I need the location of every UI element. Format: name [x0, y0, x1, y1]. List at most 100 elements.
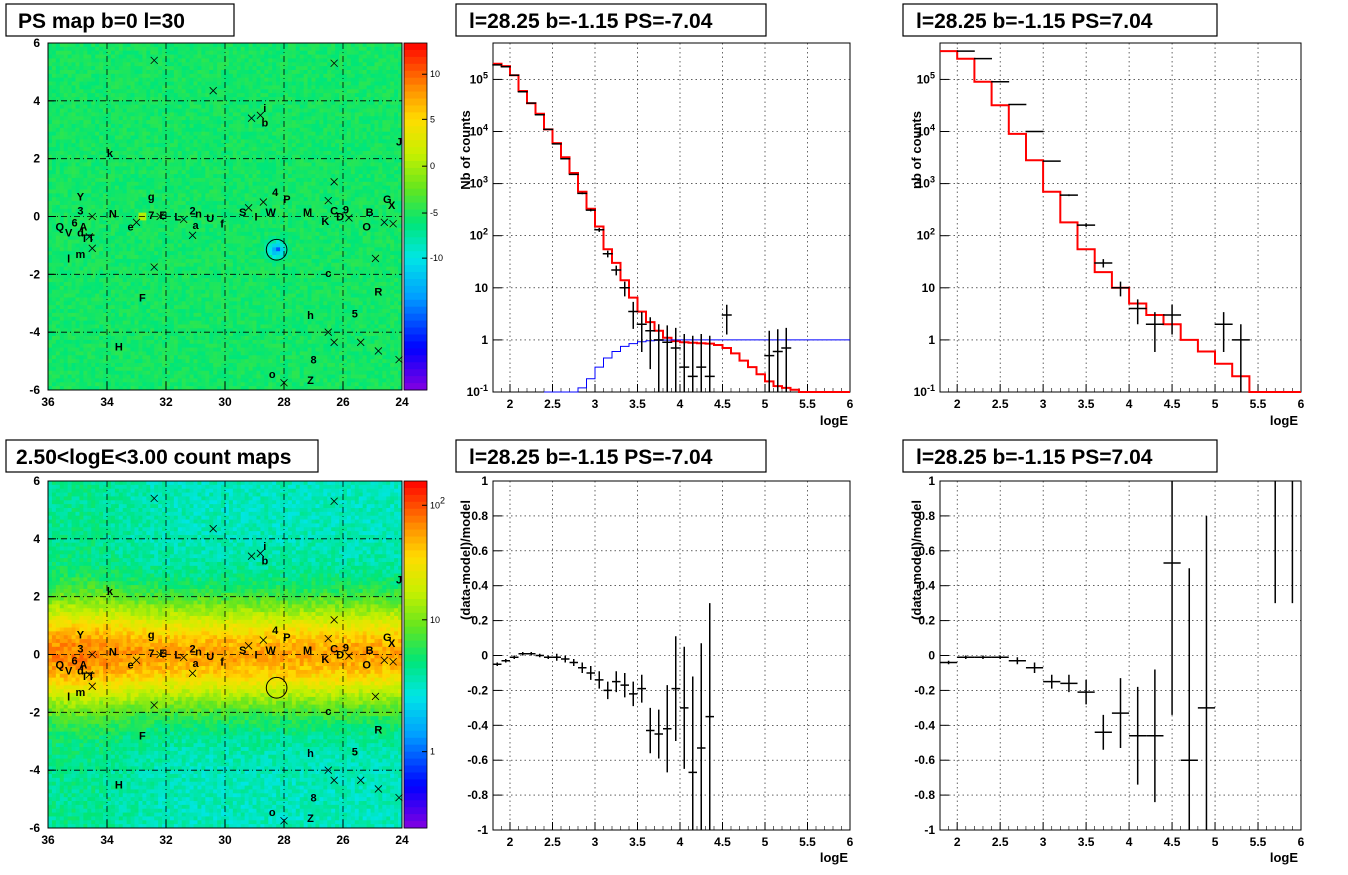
heatmap-cell: [154, 77, 159, 82]
heatmap-cell: [217, 77, 222, 82]
heatmap-cell: [162, 123, 167, 129]
heatmap-cell: [209, 212, 214, 217]
heatmap-cell: [173, 378, 179, 383]
heatmap-cell: [244, 355, 249, 360]
heatmap-cell: [256, 181, 261, 187]
heatmap-cell: [142, 374, 147, 379]
heatmap-cell: [99, 355, 104, 360]
heatmap-cell: [83, 89, 88, 94]
heatmap-cell: [225, 332, 230, 337]
heatmap-cell: [83, 204, 88, 210]
heatmap-cell: [103, 185, 108, 190]
heatmap-cell: [150, 324, 155, 329]
heatmap-cell: [169, 166, 175, 171]
heatmap-cell: [71, 58, 76, 63]
heatmap-cell: [91, 143, 96, 148]
heatmap-cell: [75, 162, 80, 167]
heatmap-cell: [189, 185, 194, 190]
heatmap-cell: [126, 158, 131, 163]
heatmap-cell: [264, 154, 269, 160]
heatmap-cell: [150, 224, 155, 229]
heatmap-cell: [205, 201, 210, 206]
heatmap-cell: [256, 170, 261, 175]
heatmap-cell: [158, 386, 163, 391]
heatmap-cell: [162, 143, 167, 148]
heatmap-cell: [83, 258, 88, 264]
heatmap-cell: [114, 208, 120, 214]
heatmap-cell: [166, 239, 171, 244]
heatmap-cell: [71, 62, 76, 67]
heatmap-cell: [166, 150, 171, 156]
heatmap-cell: [75, 251, 80, 256]
heatmap-cell: [83, 46, 88, 52]
heatmap-cell: [107, 239, 112, 244]
heatmap-cell: [122, 139, 128, 144]
heatmap-cell: [244, 332, 249, 337]
heatmap-cell: [209, 243, 214, 248]
heatmap-cell: [110, 150, 116, 156]
heatmap-cell: [260, 336, 265, 341]
heatmap-cell: [244, 58, 249, 63]
heatmap-cell: [87, 247, 92, 252]
heatmap-cell: [48, 309, 53, 314]
heatmap-cell: [189, 77, 194, 82]
heatmap-cell: [213, 123, 218, 129]
heatmap-cell: [83, 312, 88, 318]
heatmap-cell: [55, 228, 61, 233]
heatmap-cell: [130, 231, 135, 237]
heatmap-cell: [48, 320, 53, 325]
heatmap-cell: [55, 58, 61, 63]
heatmap-cell: [83, 343, 88, 348]
heatmap-cell: [264, 54, 269, 59]
heatmap-cell: [126, 336, 131, 341]
heatmap-cell: [221, 69, 226, 75]
heatmap-cell: [55, 258, 61, 264]
heatmap-cell: [154, 359, 159, 364]
heatmap-cell: [75, 189, 80, 194]
heatmap-cell: [71, 220, 76, 225]
heatmap-cell: [114, 212, 120, 217]
heatmap-cell: [130, 208, 135, 214]
heatmap-cell: [118, 73, 124, 79]
heatmap-cell: [177, 127, 183, 133]
heatmap-cell: [134, 212, 139, 217]
heatmap-cell: [201, 96, 206, 102]
heatmap-cell: [158, 309, 163, 314]
heatmap-cell: [228, 328, 234, 333]
heatmap-cell: [221, 366, 226, 372]
heatmap-cell: [169, 270, 175, 275]
heatmap-cell: [63, 166, 69, 171]
heatmap-cell: [185, 274, 190, 279]
heatmap-cell: [154, 50, 159, 55]
heatmap-cell: [252, 212, 257, 217]
heatmap-cell: [110, 328, 116, 333]
heatmap-cell: [95, 332, 100, 337]
heatmap-cell: [169, 123, 175, 129]
heatmap-cell: [154, 185, 159, 190]
heatmap-cell: [59, 197, 65, 202]
heatmap-cell: [91, 378, 96, 383]
heatmap-cell: [193, 89, 198, 94]
heatmap-cell: [83, 143, 88, 148]
heatmap-cell: [103, 231, 108, 237]
heatmap-cell: [209, 170, 214, 175]
heatmap-cell: [166, 131, 171, 136]
heatmap-cell: [95, 73, 100, 79]
heatmap-cell: [67, 297, 72, 302]
heatmap-cell: [134, 282, 139, 287]
heatmap-cell: [67, 201, 72, 206]
heatmap-cell: [205, 181, 210, 187]
heatmap-cell: [162, 201, 167, 206]
heatmap-cell: [134, 359, 139, 364]
heatmap-cell: [236, 197, 242, 202]
heatmap-cell: [225, 100, 230, 106]
heatmap-cell: [236, 174, 242, 179]
heatmap-cell: [83, 228, 88, 233]
heatmap-cell: [221, 135, 226, 140]
heatmap-cell: [225, 96, 230, 102]
heatmap-cell: [114, 96, 120, 102]
heatmap-cell: [130, 185, 135, 190]
heatmap-cell: [248, 305, 253, 310]
heatmap-cell: [114, 228, 120, 233]
heatmap-cell: [225, 77, 230, 82]
